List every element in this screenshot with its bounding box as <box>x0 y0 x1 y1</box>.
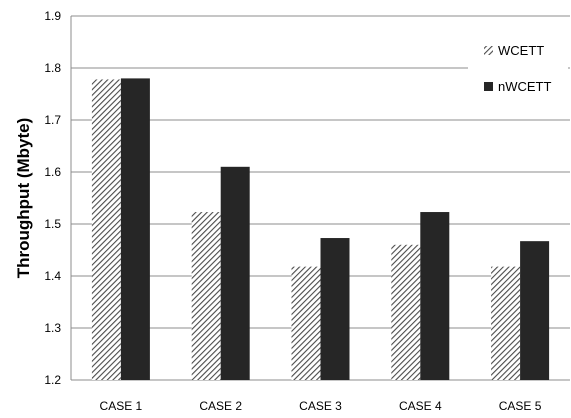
y-tick-label: 1.4 <box>44 269 61 283</box>
bar-wcett-case-1 <box>91 79 121 380</box>
bars <box>91 78 550 381</box>
bar-wcett-case-5 <box>491 266 521 380</box>
legend-swatch-wcett <box>484 46 493 55</box>
legend-swatch-nwcett <box>484 82 493 91</box>
bar-wcett-case-4 <box>391 244 421 380</box>
bar-wcett-case-3 <box>291 266 321 380</box>
x-tick-labels: CASE 1 CASE 2 CASE 3 CASE 4 CASE 5 <box>100 399 542 413</box>
y-tick-label: 1.2 <box>44 373 61 387</box>
x-tick-label: CASE 3 <box>299 399 342 413</box>
x-tick-label: CASE 4 <box>399 399 442 413</box>
bar-nwcett-case-4 <box>420 212 450 380</box>
bar-nwcett-case-3 <box>320 238 350 380</box>
x-tick-label: CASE 2 <box>199 399 242 413</box>
x-tick-label: CASE 1 <box>100 399 143 413</box>
bar-nwcett-case-1 <box>120 78 150 381</box>
bar-wcett-case-2 <box>191 212 221 380</box>
gridlines <box>71 15 570 329</box>
y-tick-label: 1.7 <box>44 113 61 127</box>
y-tick-label: 1.9 <box>44 9 61 23</box>
legend-label-wcett: WCETT <box>498 43 544 58</box>
y-tick-label: 1.5 <box>44 217 61 231</box>
bar-nwcett-case-2 <box>220 166 250 380</box>
y-tick-labels: 1.2 1.3 1.4 1.5 1.6 1.7 1.8 1.9 <box>44 9 61 387</box>
x-tick-label: CASE 5 <box>499 399 542 413</box>
legend: WCETT nWCETT <box>468 40 568 104</box>
bar-nwcett-case-5 <box>520 241 550 380</box>
y-tick-label: 1.8 <box>44 61 61 75</box>
legend-label-nwcett: nWCETT <box>498 79 552 94</box>
y-axis-title: Throughput (Mbyte) <box>14 118 33 279</box>
y-tick-label: 1.6 <box>44 165 61 179</box>
y-tick-label: 1.3 <box>44 321 61 335</box>
